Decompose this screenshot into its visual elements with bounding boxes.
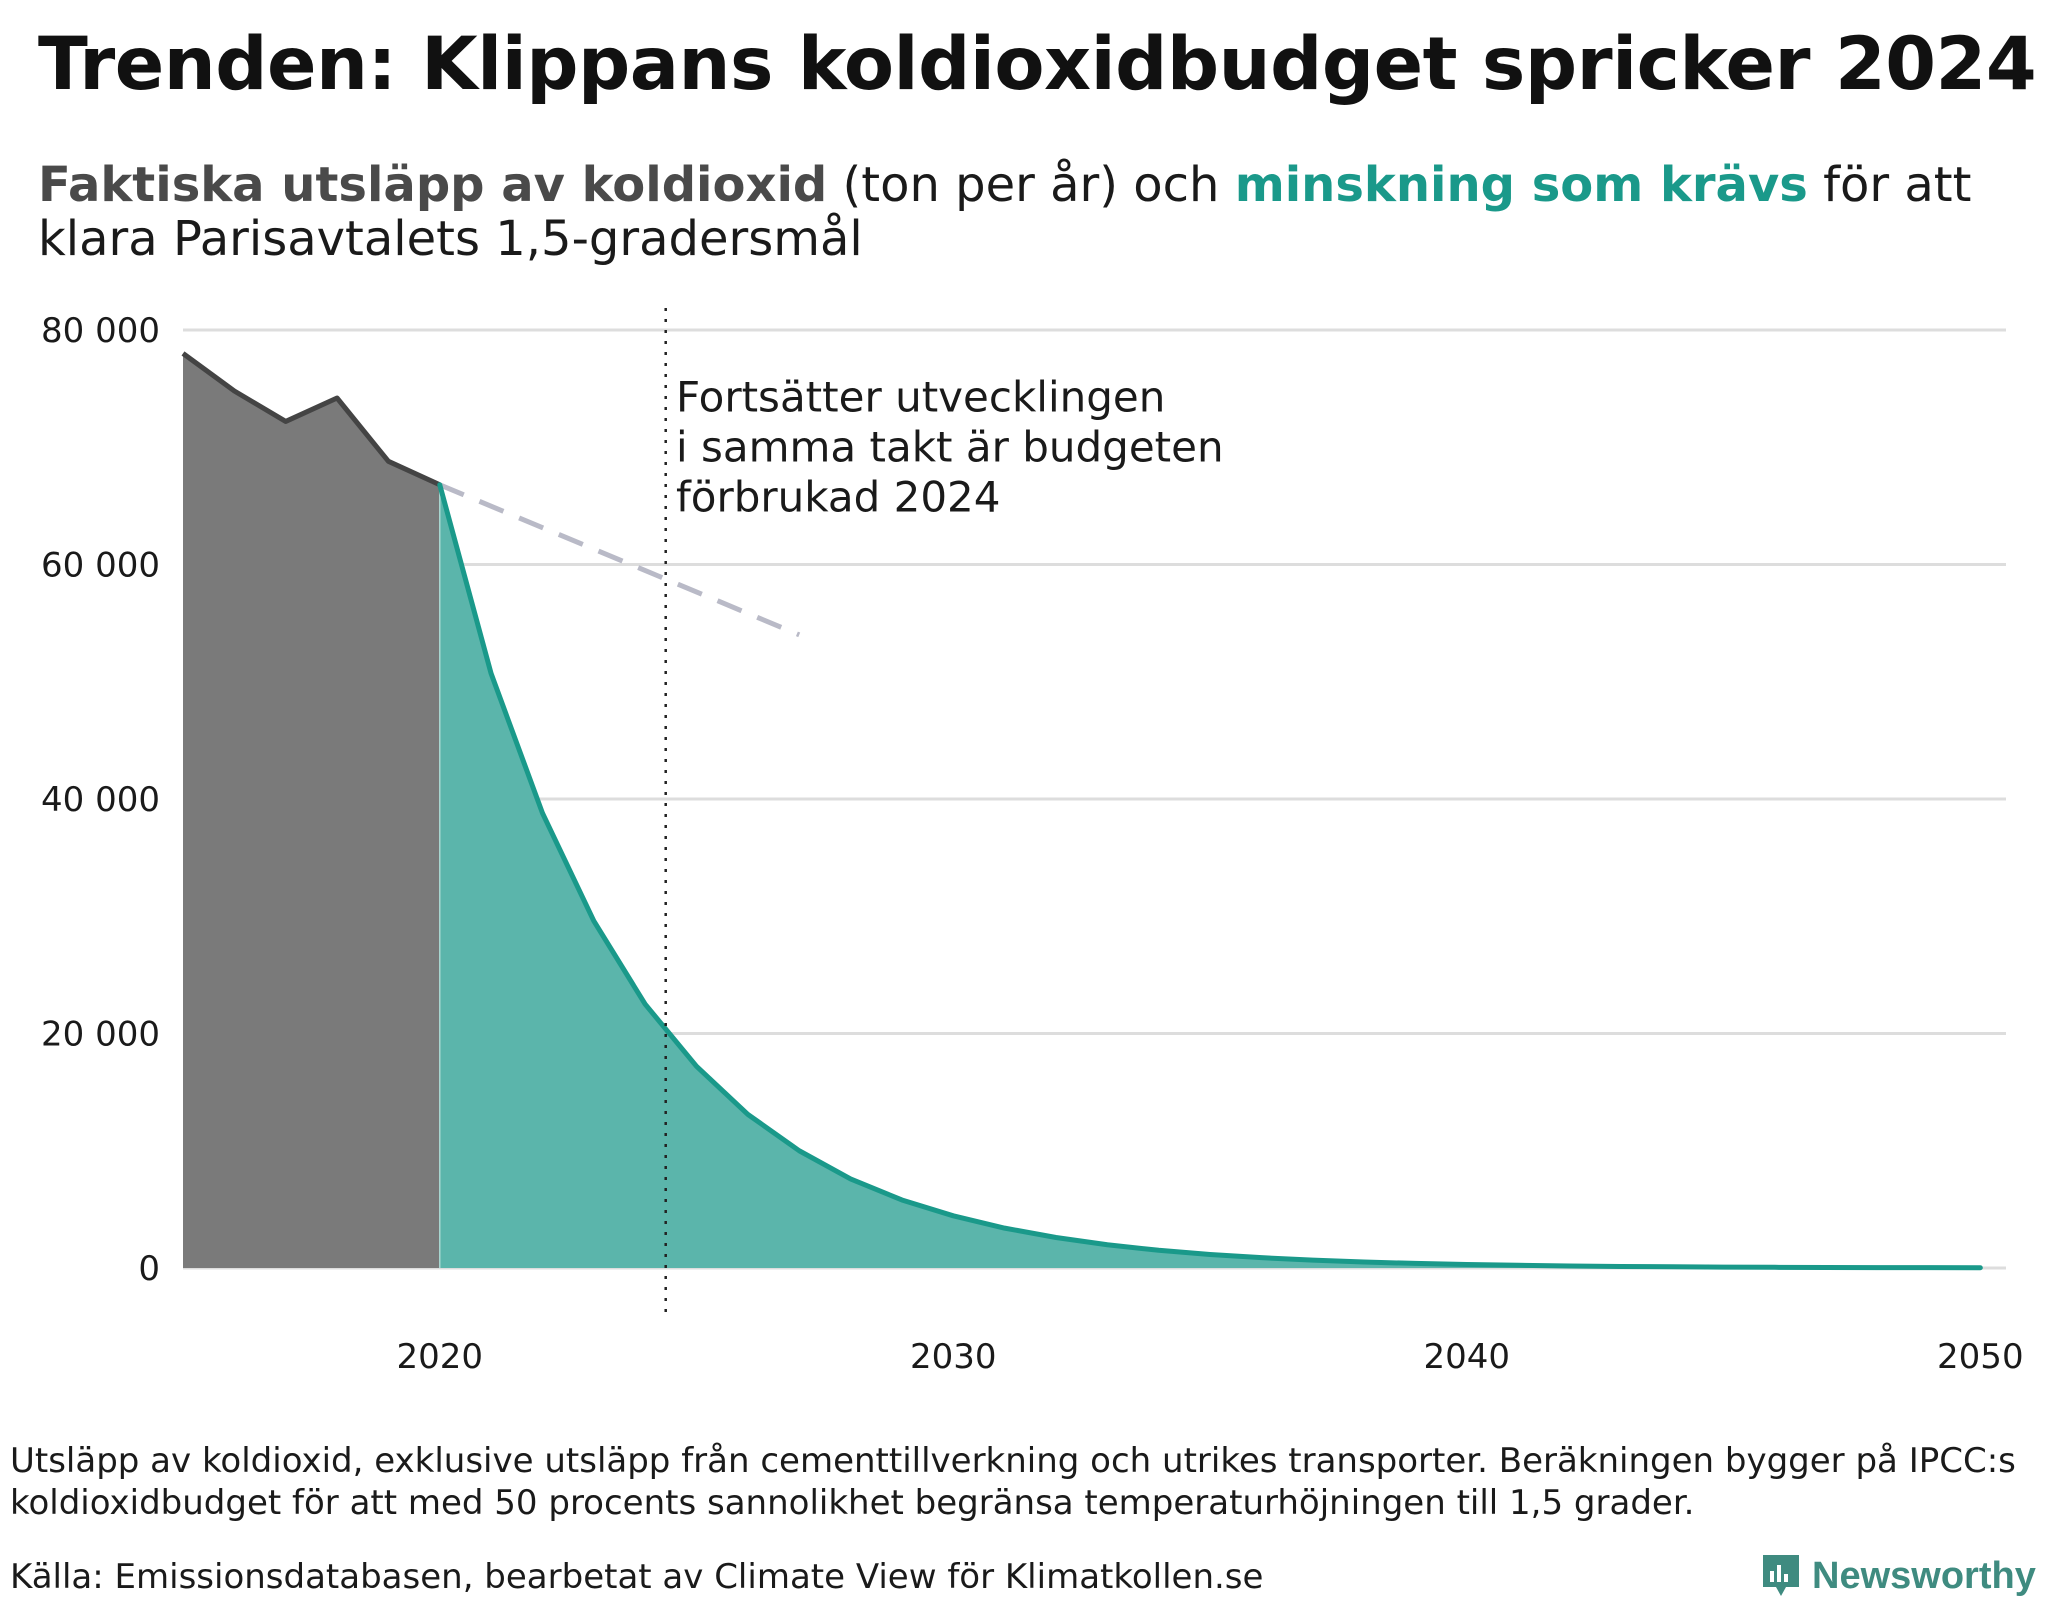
required-point	[1875, 1265, 1881, 1271]
x-tick-label: 2050	[1937, 1337, 2024, 1377]
newsworthy-logo-icon	[1763, 1555, 1799, 1596]
footnote: Utsläpp av koldioxid, exklusive utsläpp …	[10, 1441, 2016, 1523]
required-point	[796, 1148, 802, 1154]
y-tick-label: 80 000	[41, 311, 160, 351]
required-point	[745, 1111, 751, 1117]
actual-point	[231, 388, 237, 394]
annotation-line: förbrukad 2024	[676, 473, 1001, 522]
x-axis-ticks: 2020 2030 2040 2050	[396, 1337, 2023, 1377]
required-point	[1002, 1225, 1008, 1231]
required-point	[1412, 1260, 1418, 1266]
required-point	[1721, 1264, 1727, 1270]
required-point	[1104, 1242, 1110, 1248]
y-tick-label: 0	[138, 1249, 160, 1289]
x-tick-label: 2040	[1424, 1337, 1511, 1377]
y-tick-label: 60 000	[41, 546, 160, 586]
required-point	[1618, 1263, 1624, 1269]
area-layer	[183, 353, 1981, 1268]
actual-point	[385, 458, 391, 464]
subtitle-actual-emissions: Faktiska utsläpp av koldioxid	[38, 157, 828, 213]
required-point	[899, 1197, 905, 1203]
subtitle-goal-text: för att klara Parisavtalets 1,5-gradersm…	[38, 157, 1972, 267]
source-note: Källa: Emissionsdatabasen, bearbetat av …	[10, 1557, 1264, 1597]
required-point	[1207, 1252, 1213, 1258]
chart-title: Trenden: Klippans koldioxidbudget sprick…	[38, 22, 2037, 107]
required-reduction-line	[437, 482, 1983, 1271]
actual-emissions-line	[181, 351, 441, 488]
required-point	[488, 671, 494, 677]
y-tick-label: 40 000	[41, 780, 160, 820]
y-axis-ticks: 0 20 000 40 000 60 000 80 000	[41, 311, 160, 1289]
annotation-text: Fortsätter utvecklingen i samma takt är b…	[676, 373, 1224, 522]
required-reduction-area	[439, 484, 1981, 1268]
required-point	[1361, 1259, 1367, 1265]
required-point	[437, 482, 443, 488]
newsworthy-brand: Newsworthy	[1760, 1552, 2036, 1600]
subtitle-required-reduction: minskning som krävs	[1234, 157, 1808, 213]
actual-emissions-area	[183, 353, 440, 1268]
trend-continuation-line	[438, 482, 801, 638]
required-point	[1258, 1255, 1264, 1261]
required-point	[1669, 1264, 1675, 1270]
required-point	[1053, 1235, 1059, 1241]
required-point	[1156, 1247, 1162, 1253]
actual-point	[283, 418, 289, 424]
required-point	[1567, 1263, 1573, 1269]
required-point	[539, 810, 545, 816]
required-point	[950, 1213, 956, 1219]
required-point	[848, 1176, 854, 1182]
x-tick-label: 2030	[910, 1337, 997, 1377]
subtitle-unit-text: (ton per år) och	[827, 157, 1235, 213]
annotation-line: Fortsätter utvecklingen	[676, 373, 1165, 422]
x-tick-label: 2020	[396, 1337, 483, 1377]
chart-subtitle: Faktiska utsläpp av koldioxid (ton per å…	[38, 158, 2028, 266]
line-layer	[180, 350, 1983, 1271]
actual-point	[334, 395, 340, 401]
annotation-layer: Fortsätter utvecklingen i samma takt är b…	[676, 373, 1224, 522]
brand-name: Newsworthy	[1812, 1554, 2036, 1597]
required-point	[1310, 1257, 1316, 1263]
y-tick-label: 20 000	[41, 1015, 160, 1055]
required-point	[694, 1063, 700, 1069]
required-point	[642, 1001, 648, 1007]
actual-point	[180, 350, 186, 356]
required-point	[1926, 1265, 1932, 1271]
required-point	[1464, 1261, 1470, 1267]
required-point	[591, 918, 597, 924]
required-point	[1823, 1264, 1829, 1270]
required-point	[1977, 1265, 1983, 1271]
required-point	[1772, 1264, 1778, 1270]
required-point	[1515, 1262, 1521, 1268]
annotation-line: i samma takt är budgeten	[676, 423, 1224, 472]
